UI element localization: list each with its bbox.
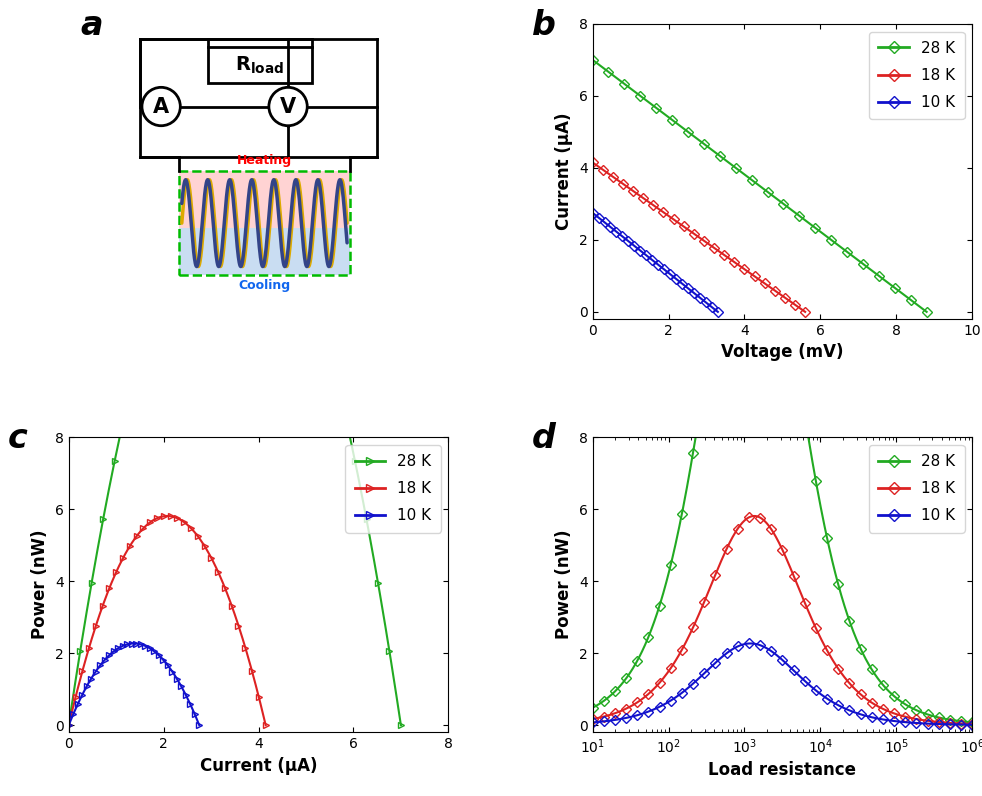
Legend: 28 K, 18 K, 10 K: 28 K, 18 K, 10 K [346,445,441,533]
Y-axis label: Current (μA): Current (μA) [555,113,573,230]
X-axis label: Voltage (mV): Voltage (mV) [721,344,844,361]
Text: $\mathbf{R_{load}}$: $\mathbf{R_{load}}$ [236,55,285,76]
Text: a: a [80,9,102,42]
Bar [208,48,311,83]
X-axis label: Load resistance: Load resistance [708,761,856,779]
Text: b: b [532,9,556,42]
Text: Heating: Heating [237,154,292,167]
X-axis label: Current (μA): Current (μA) [199,757,317,775]
Bar [179,228,350,275]
Text: d: d [532,423,556,455]
Y-axis label: Power (nW): Power (nW) [555,530,573,639]
Text: A: A [153,96,169,116]
Circle shape [269,88,307,126]
Text: V: V [280,96,297,116]
Bar [179,171,350,228]
Legend: 28 K, 18 K, 10 K: 28 K, 18 K, 10 K [869,32,964,119]
Y-axis label: Power (nW): Power (nW) [31,530,49,639]
Text: c: c [8,423,27,455]
Circle shape [142,88,181,126]
Legend: 28 K, 18 K, 10 K: 28 K, 18 K, 10 K [869,445,964,533]
Bar [179,171,350,275]
Text: Cooling: Cooling [239,279,291,292]
